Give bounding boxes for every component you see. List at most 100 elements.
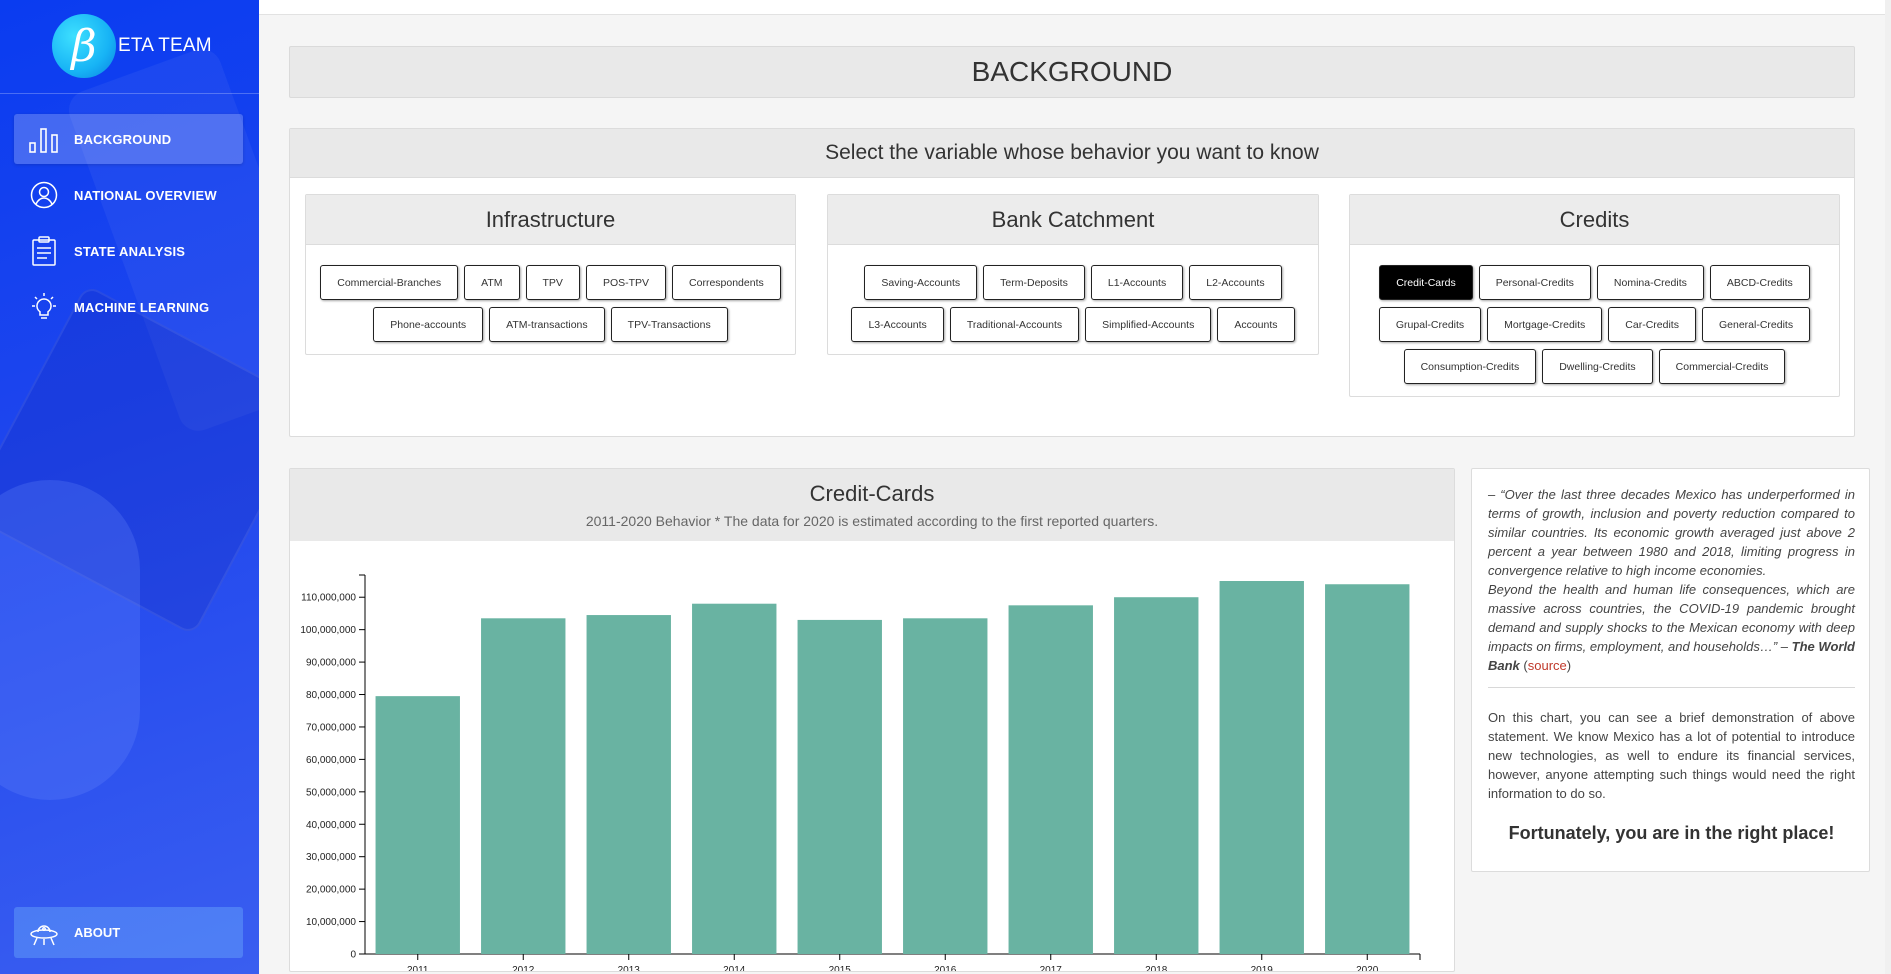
divider <box>0 93 259 94</box>
info-panel: – “Over the last three decades Mexico ha… <box>1471 468 1870 872</box>
sidebar-item-machine-learning[interactable]: MACHINE LEARNING <box>14 282 243 332</box>
source-paren: ) <box>1566 658 1572 673</box>
x-tick-label: 2016 <box>934 965 957 971</box>
brand-logo: β <box>52 14 116 78</box>
variable-button-phone-accounts[interactable]: Phone-accounts <box>373 307 484 342</box>
bar-2016 <box>903 618 988 954</box>
world-bank-quote: – “Over the last three decades Mexico ha… <box>1488 485 1855 675</box>
chart-header: Credit-Cards 2011-2020 Behavior * The da… <box>290 469 1454 541</box>
y-tick-label: 110,000,000 <box>301 593 356 604</box>
variable-button-credit-cards[interactable]: Credit-Cards <box>1379 265 1473 300</box>
variable-button-nomina-credits[interactable]: Nomina-Credits <box>1596 265 1704 300</box>
x-tick-label: 2017 <box>1040 965 1063 971</box>
variable-button-atm-transactions[interactable]: ATM-transactions <box>489 307 605 342</box>
variable-button-l2-accounts[interactable]: L2-Accounts <box>1189 265 1282 300</box>
scrollbar[interactable] <box>1885 0 1891 974</box>
bar-2020 <box>1325 584 1410 954</box>
group-title: Infrastructure <box>306 195 795 245</box>
sidebar-item-state-analysis[interactable]: STATE ANALYSIS <box>14 226 243 276</box>
variable-button-tpv[interactable]: TPV <box>525 265 580 300</box>
sidebar-item-national-overview[interactable]: NATIONAL OVERVIEW <box>14 170 243 220</box>
chart-description: On this chart, you can see a brief demon… <box>1488 710 1855 801</box>
x-tick-label: 2015 <box>829 965 852 971</box>
variable-button-tpv-transactions[interactable]: TPV-Transactions <box>610 307 728 342</box>
y-tick-label: 40,000,000 <box>306 820 356 831</box>
divider <box>1488 687 1855 688</box>
variable-button-correspondents[interactable]: Correspondents <box>672 265 781 300</box>
quote-text: – “Over the last three decades Mexico ha… <box>1488 487 1855 578</box>
clipboard-icon <box>28 235 60 267</box>
sidebar-item-label: NATIONAL OVERVIEW <box>74 187 217 203</box>
y-tick-label: 20,000,000 <box>306 885 356 896</box>
user-circle-icon <box>28 179 60 211</box>
chart-panel: Credit-Cards 2011-2020 Behavior * The da… <box>289 468 1455 972</box>
variable-button-accounts[interactable]: Accounts <box>1217 307 1295 342</box>
button-group: Credit-Cards Personal-Credits Nomina-Credi… <box>1350 245 1839 398</box>
y-tick-label: 60,000,000 <box>306 755 356 766</box>
chart-subtitle: 2011-2020 Behavior * The data for 2020 i… <box>585 513 1159 529</box>
x-tick-label: 2019 <box>1251 965 1274 971</box>
variable-button-general-credits[interactable]: General-Credits <box>1701 307 1811 342</box>
variable-button-simplified-accounts[interactable]: Simplified-Accounts <box>1085 307 1212 342</box>
variable-button-mortgage-credits[interactable]: Mortgage-Credits <box>1487 307 1603 342</box>
variable-button-abcd-credits[interactable]: ABCD-Credits <box>1709 265 1810 300</box>
bar-2013 <box>586 615 671 954</box>
sidebar: β ETA TEAM BACKGROUND NATIONAL OVERVIEW … <box>0 0 259 974</box>
variable-button-commercial-branches[interactable]: Commercial-Branches <box>320 265 459 300</box>
selector-heading: Select the variable whose behavior you w… <box>290 129 1854 178</box>
x-tick-label: 2018 <box>1145 965 1168 971</box>
quote-text: Beyond the health and human life consequ… <box>1488 582 1855 654</box>
y-tick-label: 80,000,000 <box>306 690 356 701</box>
x-tick-label: 2013 <box>618 965 641 971</box>
group-infrastructure: Infrastructure Commercial-Branches ATM TPV… <box>305 194 796 355</box>
bar-2017 <box>1008 605 1093 954</box>
top-bar <box>259 0 1891 15</box>
bar-2014 <box>692 603 777 954</box>
page-title: BACKGROUND <box>289 46 1855 98</box>
y-tick-label: 10,000,000 <box>306 917 356 928</box>
sidebar-bg-shape <box>0 480 140 800</box>
variable-button-saving-accounts[interactable]: Saving-Accounts <box>864 265 978 300</box>
button-group: Saving-Accounts Term-Deposits L1-Accounts L… <box>828 245 1318 356</box>
y-tick-label: 30,000,000 <box>306 852 356 863</box>
variable-button-consumption-credits[interactable]: Consumption-Credits <box>1403 349 1537 384</box>
y-tick-label: 90,000,000 <box>306 658 356 669</box>
variable-button-l3-accounts[interactable]: L3-Accounts <box>851 307 944 342</box>
bar-2018 <box>1114 597 1199 954</box>
brand[interactable]: β ETA TEAM <box>52 14 212 78</box>
y-tick-label: 50,000,000 <box>306 787 356 798</box>
x-tick-label: 2011 <box>407 965 429 971</box>
x-tick-label: 2014 <box>723 965 746 971</box>
group-title: Bank Catchment <box>828 195 1318 245</box>
group-credits: Credits Credit-Cards Personal-Credits Nomi… <box>1349 194 1840 397</box>
button-group: Commercial-Branches ATM TPV POS-TPV Correspo… <box>306 245 795 356</box>
sidebar-item-label: BACKGROUND <box>74 131 172 147</box>
variable-button-grupal-credits[interactable]: Grupal-Credits <box>1378 307 1482 342</box>
sidebar-item-about[interactable]: ABOUT <box>14 907 243 958</box>
y-tick-label: 0 <box>350 950 356 961</box>
bar-2011 <box>375 696 460 954</box>
y-tick-label: 70,000,000 <box>306 722 356 733</box>
sidebar-item-background[interactable]: BACKGROUND <box>14 114 243 164</box>
variable-button-commercial-credits[interactable]: Commercial-Credits <box>1658 349 1786 384</box>
variable-button-traditional-accounts[interactable]: Traditional-Accounts <box>949 307 1080 342</box>
source-link[interactable]: source <box>1527 658 1567 673</box>
sidebar-item-label: MACHINE LEARNING <box>74 299 210 315</box>
bar-2012 <box>481 618 566 954</box>
variable-button-pos-tpv[interactable]: POS-TPV <box>585 265 667 300</box>
x-tick-label: 2020 <box>1356 965 1379 971</box>
variable-button-personal-credits[interactable]: Personal-Credits <box>1478 265 1591 300</box>
variable-button-atm[interactable]: ATM <box>464 265 520 300</box>
variable-selector-panel: Select the variable whose behavior you w… <box>289 128 1855 437</box>
sidebar-item-label: STATE ANALYSIS <box>74 243 186 259</box>
group-bank-catchment: Bank Catchment Saving-Accounts Term-Depos… <box>827 194 1319 355</box>
about-label: ABOUT <box>74 925 121 940</box>
lightbulb-icon <box>28 291 60 323</box>
variable-button-l1-accounts[interactable]: L1-Accounts <box>1090 265 1184 300</box>
group-title: Credits <box>1350 195 1839 245</box>
variable-button-term-deposits[interactable]: Term-Deposits <box>983 265 1085 300</box>
y-tick-label: 100,000,000 <box>300 625 356 636</box>
variable-button-dwelling-credits[interactable]: Dwelling-Credits <box>1542 349 1653 384</box>
variable-button-car-credits[interactable]: Car-Credits <box>1608 307 1696 342</box>
bar-chart: 0 10,000,000 20,000,000 30,000,000 40,000,00… <box>300 574 1421 971</box>
